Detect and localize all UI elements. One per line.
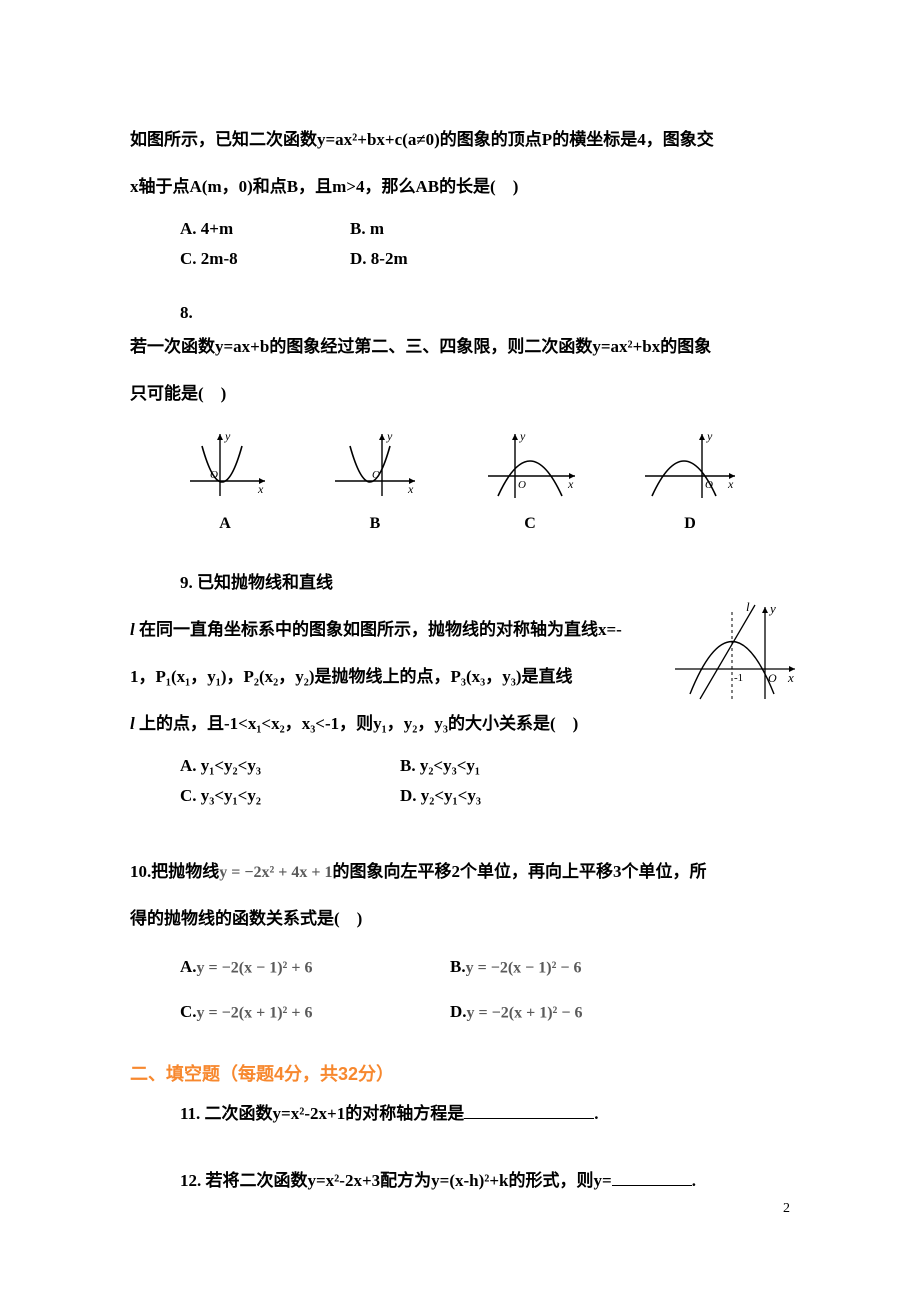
- q9-option-c[interactable]: C. y₃<y₁<y₂: [180, 781, 400, 812]
- q9-opts-row1: A. y₁<y₂<y₃ B. y₂<y₃<y₁: [130, 751, 790, 782]
- q11-stem-b: .: [594, 1104, 598, 1123]
- q11-stem: 11. 二次函数y=x²-2x+1的对称轴方程是.: [130, 1094, 790, 1135]
- q7-option-c[interactable]: C. 2m-8: [180, 244, 350, 275]
- q10-b-eq: y = −2(x − 1)² − 6: [466, 960, 582, 977]
- q9-option-d[interactable]: D. y₂<y₁<y₃: [400, 781, 481, 812]
- svg-text:x: x: [257, 482, 264, 496]
- parabola-b-icon: O x y: [330, 426, 420, 506]
- q10-c-eq: y = −2(x + 1)² + 6: [197, 1004, 313, 1021]
- q9-block: 9. 已知抛物线和直线 l 在同一直角坐标系中的图象如图所示，抛物线的对称轴为直…: [130, 563, 790, 811]
- q8-graph-c[interactable]: O x y C: [480, 426, 580, 533]
- svg-text:y: y: [706, 429, 713, 443]
- q8-stem-line1: 若一次函数y=ax+b的图象经过第二、三、四象限，则二次函数y=ax²+bx的图…: [130, 327, 790, 368]
- svg-text:y: y: [768, 601, 776, 616]
- q10-stem-eq: y = −2x² + 4x + 1: [219, 864, 332, 881]
- q8-stem-line2: 只可能是( ): [130, 374, 790, 415]
- parabola-a-icon: O x y: [180, 426, 270, 506]
- parabola-d-icon: O x y: [640, 426, 740, 506]
- svg-text:x: x: [787, 670, 794, 685]
- q8-graph-d[interactable]: O x y D: [640, 426, 740, 533]
- q9-opts-row2: C. y₃<y₁<y₂ D. y₂<y₁<y₃: [130, 781, 790, 812]
- q10-option-a[interactable]: A.y = −2(x − 1)² + 6: [180, 945, 450, 989]
- q10-stem-line1: 10.把抛物线y = −2x² + 4x + 1的图象向左平移2个单位，再向上平…: [130, 852, 790, 893]
- q9-stem-line2a: 在同一直角坐标系中的图象如图所示，抛物线的对称轴为直线x=-: [135, 620, 622, 639]
- svg-text:O: O: [705, 479, 713, 491]
- q12-stem-a: 12. 若将二次函数y=x²-2x+3配方为y=(x-h)²+k的形式，则y=: [180, 1171, 612, 1190]
- q8-graph-row: O x y A O x y B: [130, 426, 790, 533]
- q7-option-a[interactable]: A. 4+m: [180, 214, 350, 245]
- q7-stem-line2: x轴于点A(m，0)和点B，且m>4，那么AB的长是( ): [130, 167, 790, 208]
- q12-blank[interactable]: [612, 1168, 692, 1186]
- q8-label-c: C: [480, 515, 580, 533]
- q10-c-prefix: C.: [180, 1002, 197, 1021]
- q10-option-d[interactable]: D.y = −2(x + 1)² − 6: [450, 990, 582, 1034]
- svg-text:x: x: [567, 477, 574, 491]
- q8-label-a: A: [180, 515, 270, 533]
- q10-d-prefix: D.: [450, 1002, 467, 1021]
- q10-a-prefix: A.: [180, 957, 197, 976]
- q7-stem-line1: 如图所示，已知二次函数y=ax²+bx+c(a≠0)的图象的顶点P的横坐标是4，…: [130, 120, 790, 161]
- q10-a-eq: y = −2(x − 1)² + 6: [197, 960, 313, 977]
- q11-blank[interactable]: [464, 1101, 594, 1119]
- svg-text:y: y: [519, 429, 526, 443]
- q10-options: A.y = −2(x − 1)² + 6 B.y = −2(x − 1)² − …: [130, 945, 790, 1033]
- q8-label-b: B: [330, 515, 420, 533]
- parabola-c-icon: O x y: [480, 426, 580, 506]
- q10-stem-b: 的图象向左平移2个单位，再向上平移3个单位，所: [333, 862, 707, 881]
- q9-option-a[interactable]: A. y₁<y₂<y₃: [180, 751, 400, 782]
- q8-number: 8.: [130, 303, 790, 323]
- svg-text:O: O: [210, 469, 218, 481]
- q7-option-b[interactable]: B. m: [350, 214, 550, 245]
- q12-stem-b: .: [692, 1171, 696, 1190]
- page: 如图所示，已知二次函数y=ax²+bx+c(a≠0)的图象的顶点P的横坐标是4，…: [0, 0, 920, 1247]
- q9-option-b[interactable]: B. y₂<y₃<y₁: [400, 751, 480, 782]
- section-2-heading: 二、填空题（每题4分，共32分）: [130, 1060, 790, 1086]
- q8-graph-a[interactable]: O x y A: [180, 426, 270, 533]
- q10-stem-a: 10.把抛物线: [130, 862, 219, 881]
- q11-stem-a: 11. 二次函数y=x²-2x+1的对称轴方程是: [180, 1104, 464, 1123]
- svg-text:O: O: [518, 479, 526, 491]
- q9-figure-icon: l y x O -1: [670, 599, 800, 709]
- q7-option-d[interactable]: D. 8-2m: [350, 244, 550, 275]
- svg-text:O: O: [768, 671, 777, 685]
- q7-options-row2: C. 2m-8 D. 8-2m: [130, 244, 790, 275]
- q8-label-d: D: [640, 515, 740, 533]
- q10-option-b[interactable]: B.y = −2(x − 1)² − 6: [450, 945, 582, 989]
- q12-stem: 12. 若将二次函数y=x²-2x+3配方为y=(x-h)²+k的形式，则y=.: [130, 1161, 790, 1202]
- svg-text:-1: -1: [734, 672, 743, 684]
- svg-text:x: x: [727, 477, 734, 491]
- svg-text:y: y: [386, 429, 393, 443]
- q9-stem-line1: 9. 已知抛物线和直线: [130, 563, 790, 604]
- q10-d-eq: y = −2(x + 1)² − 6: [467, 1004, 583, 1021]
- q7-options-row1: A. 4+m B. m: [130, 214, 790, 245]
- q10-b-prefix: B.: [450, 957, 466, 976]
- q9-stem-line4a: 上的点，且-1<x₁<x₂，x₃<-1，则y₁，y₂，y₃的大小关系是( ): [135, 714, 579, 733]
- q10-option-c[interactable]: C.y = −2(x + 1)² + 6: [180, 990, 450, 1034]
- svg-text:x: x: [407, 482, 414, 496]
- q8-graph-b[interactable]: O x y B: [330, 426, 420, 533]
- svg-text:y: y: [224, 429, 231, 443]
- svg-text:O: O: [372, 469, 380, 481]
- q10-stem-line2: 得的抛物线的函数关系式是( ): [130, 899, 790, 940]
- q9-figure: l y x O -1: [670, 599, 800, 714]
- page-number: 2: [783, 1201, 790, 1217]
- svg-text:l: l: [746, 599, 750, 614]
